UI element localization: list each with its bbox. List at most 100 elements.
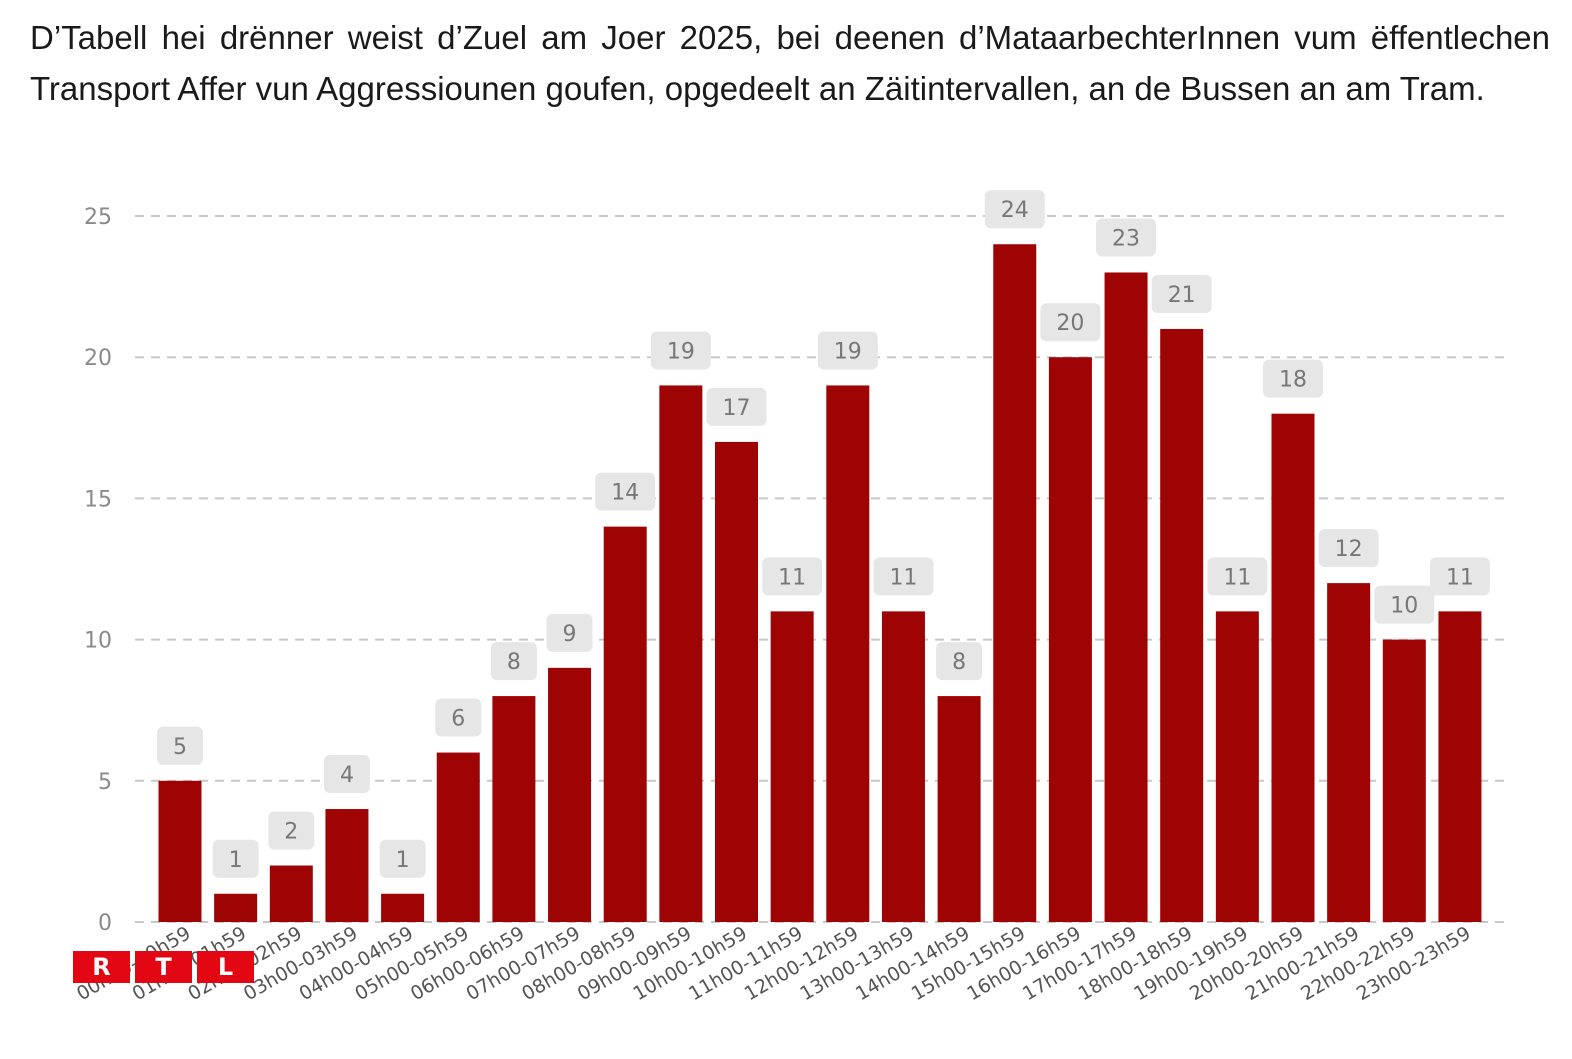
bar (993, 244, 1037, 923)
y-axis-ticks: 0 5 10 15 20 25 (84, 205, 112, 936)
data-label-text: 6 (451, 707, 465, 732)
bar (548, 667, 592, 922)
bar (1160, 328, 1204, 923)
bar (158, 780, 202, 922)
data-label-text: 1 (229, 848, 243, 873)
y-tick-label: 10 (84, 629, 112, 654)
data-label-background (212, 839, 259, 878)
data-label-text: 18 (1279, 368, 1307, 393)
bar (937, 696, 981, 922)
data-label-text: 8 (507, 650, 521, 675)
bar (381, 893, 425, 922)
bar (715, 441, 758, 922)
data-label-text: 21 (1168, 283, 1196, 308)
data-label-background (1318, 529, 1379, 568)
bar (1048, 357, 1092, 922)
data-label-background (936, 642, 983, 681)
bar (1327, 583, 1371, 922)
data-label-text: 5 (173, 735, 187, 760)
y-tick-label: 25 (84, 205, 112, 230)
data-label-background (546, 613, 593, 652)
bars (158, 244, 1482, 923)
data-label-text: 17 (723, 396, 751, 421)
data-label-background (984, 190, 1045, 229)
data-label: 9 (546, 613, 593, 652)
data-label-background (1151, 274, 1212, 313)
data-label-background (762, 557, 823, 596)
bar (492, 696, 536, 922)
data-label: 6 (435, 698, 482, 737)
bar (770, 611, 814, 922)
data-label: 11 (1207, 557, 1268, 596)
data-label: 18 (1263, 359, 1323, 398)
bar (881, 611, 925, 922)
data-label: 21 (1151, 274, 1212, 313)
data-label-background (435, 698, 482, 737)
y-tick-label: 15 (84, 487, 112, 512)
data-label-text: 20 (1056, 311, 1084, 336)
data-label-background (1374, 585, 1435, 624)
data-label: 14 (595, 472, 656, 511)
data-label-background (873, 557, 934, 596)
data-label: 20 (1040, 303, 1101, 342)
data-label-text: 24 (1001, 198, 1029, 223)
rtl-logo: R T L (73, 951, 254, 983)
data-label-background (1040, 303, 1101, 342)
data-label-text: 11 (778, 565, 806, 590)
data-label: 19 (817, 331, 878, 370)
data-label-background (595, 472, 656, 511)
x-axis-labels: 00h00-00h5901h00-01h5902h00-02h5903h00-0… (73, 922, 1475, 1005)
y-tick-label: 0 (98, 911, 112, 936)
data-label-text: 14 (611, 481, 639, 506)
data-label: 24 (984, 190, 1045, 229)
data-label-text: 23 (1112, 226, 1140, 251)
data-label-background (1429, 557, 1490, 596)
intro-paragraph: D’Tabell hei drënner weist d’Zuel am Joe… (30, 19, 1550, 107)
bar (325, 809, 369, 922)
data-label-background (157, 726, 203, 765)
data-label-text: 9 (563, 622, 577, 647)
data-label-background (1207, 557, 1268, 596)
data-label-background (490, 642, 537, 681)
data-label-text: 8 (952, 650, 966, 675)
bar (1438, 611, 1482, 922)
data-label-background (706, 387, 767, 426)
data-label-background (268, 811, 315, 850)
data-label-text: 11 (889, 565, 917, 590)
data-label-background (379, 839, 426, 878)
data-label: 4 (323, 755, 370, 794)
bar (826, 385, 870, 922)
data-label-background (650, 331, 711, 370)
data-label: 11 (1429, 557, 1490, 596)
bar (1382, 639, 1426, 922)
data-label-text: 11 (1446, 565, 1474, 590)
bar (214, 893, 258, 922)
data-label: 5 (157, 726, 203, 765)
logo-letter-l: L (197, 951, 254, 983)
bar (269, 865, 313, 922)
data-label-text: 10 (1390, 594, 1418, 619)
logo-letter-r: R (73, 951, 130, 983)
y-tick-label: 20 (84, 346, 112, 371)
bar (1104, 272, 1148, 923)
data-label: 11 (762, 557, 823, 596)
data-label: 17 (706, 387, 767, 426)
logo-letter-t: T (135, 951, 192, 983)
data-label: 2 (268, 811, 315, 850)
bar (436, 752, 480, 922)
data-label-text: 11 (1223, 565, 1251, 590)
data-label: 19 (650, 331, 711, 370)
data-label-background (1263, 359, 1323, 398)
data-label: 1 (212, 839, 259, 878)
bar (1215, 611, 1259, 922)
data-label-background (1096, 218, 1157, 257)
data-label-background (323, 755, 370, 794)
data-label-text: 2 (284, 820, 298, 845)
bar (659, 385, 703, 922)
data-label-background (817, 331, 878, 370)
bar (1271, 413, 1315, 922)
data-label: 8 (936, 642, 983, 681)
data-label: 10 (1374, 585, 1435, 624)
data-label-text: 12 (1335, 537, 1363, 562)
